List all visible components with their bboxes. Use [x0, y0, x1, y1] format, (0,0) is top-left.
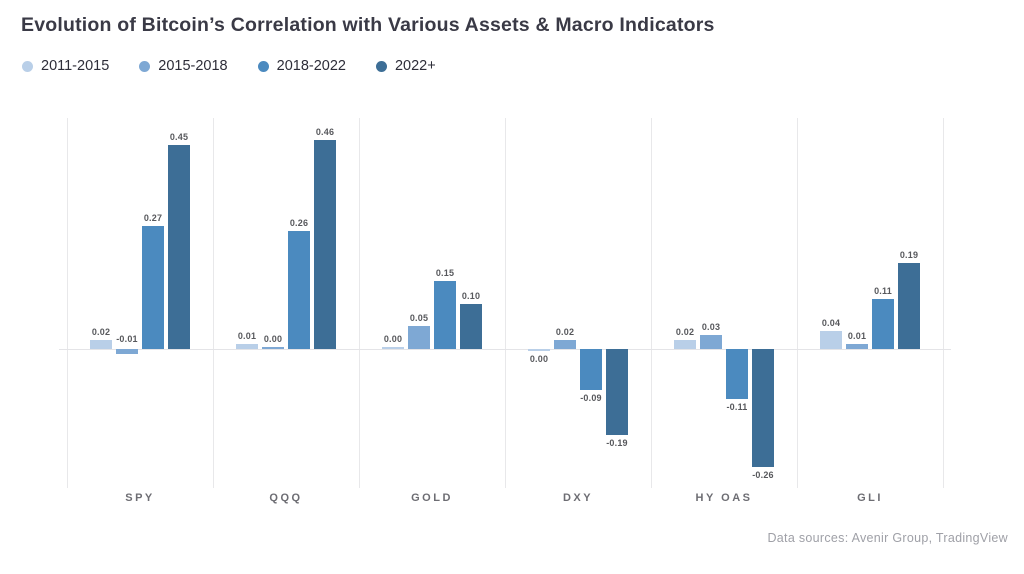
- bar-value-label: 0.03: [701, 322, 721, 333]
- bar-2022--dxy: [606, 349, 628, 436]
- bar-2015-2018-gli: [846, 344, 868, 349]
- legend-label: 2022+: [394, 58, 436, 74]
- category-label-hy-oas: HY OAS: [695, 492, 753, 504]
- vertical-gridline: [213, 118, 214, 488]
- bar-2018-2022-qqq: [288, 230, 310, 349]
- legend-label: 2015-2018: [158, 58, 228, 74]
- bar-value-label: 0.00: [263, 334, 283, 344]
- bar-2015-2018-spy: [116, 349, 138, 354]
- legend-item-2011-2015: 2011-2015: [22, 58, 109, 74]
- vertical-gridline: [943, 118, 944, 488]
- vertical-gridline: [505, 118, 506, 488]
- bar-2022--gold: [460, 303, 482, 349]
- bar-value-label: -0.11: [726, 401, 748, 412]
- category-label-gold: GOLD: [411, 492, 453, 504]
- bar-value-label: 0.45: [169, 131, 189, 142]
- bar-value-label: 0.11: [874, 286, 892, 297]
- bar-value-label: 0.00: [529, 354, 549, 364]
- category-label-spy: SPY: [125, 492, 155, 504]
- legend-swatch-icon: [257, 60, 269, 72]
- bar-2022--qqq: [314, 140, 336, 349]
- legend-item-2015-2018: 2015-2018: [139, 58, 228, 74]
- zero-axis-line: [59, 349, 951, 350]
- legend-swatch-icon: [139, 60, 151, 72]
- bar-2018-2022-hy-oas: [726, 349, 748, 399]
- bar-value-label: 0.15: [435, 267, 455, 278]
- category-label-gli: GLI: [857, 492, 883, 504]
- bar-2018-2022-dxy: [580, 349, 602, 390]
- bar-2022--hy-oas: [752, 349, 774, 468]
- bar-2018-2022-gli: [872, 299, 894, 349]
- vertical-gridline: [651, 118, 652, 488]
- legend-swatch-icon: [375, 60, 387, 72]
- legend-label: 2018-2022: [276, 58, 346, 74]
- bar-value-label: 0.19: [899, 249, 919, 260]
- bar-value-label: 0.00: [383, 334, 403, 344]
- bar-2022--spy: [168, 144, 190, 349]
- bar-2011-2015-hy-oas: [674, 339, 696, 349]
- bar-value-label: 0.05: [409, 313, 429, 324]
- bar-value-label: 0.01: [237, 331, 257, 342]
- bar-2011-2015-qqq: [236, 344, 258, 349]
- bar-value-label: -0.26: [752, 470, 774, 481]
- bar-2015-2018-hy-oas: [700, 335, 722, 349]
- vertical-gridline: [359, 118, 360, 488]
- bar-2022--gli: [898, 262, 920, 349]
- chart-legend: 2011-2015 2015-2018 2018-2022 2022+: [22, 58, 436, 74]
- bar-value-label: -0.09: [580, 392, 602, 403]
- legend-item-2018-2022: 2018-2022: [257, 58, 346, 74]
- vertical-gridline: [67, 118, 68, 488]
- legend-swatch-icon: [22, 60, 33, 72]
- bar-value-label: -0.19: [606, 438, 628, 449]
- bar-value-label: 0.10: [461, 290, 481, 301]
- chart-title: Evolution of Bitcoin’s Correlation with …: [21, 14, 715, 36]
- bar-value-label: -0.01: [116, 334, 138, 344]
- bar-2011-2015-dxy: [528, 349, 550, 351]
- category-label-qqq: QQQ: [269, 492, 303, 504]
- bar-value-label: 0.04: [821, 317, 841, 328]
- bar-value-label: 0.01: [847, 331, 867, 342]
- bar-2015-2018-qqq: [262, 347, 284, 349]
- bar-value-label: 0.46: [315, 127, 335, 138]
- bar-value-label: 0.26: [289, 217, 309, 228]
- bar-2011-2015-gli: [820, 330, 842, 349]
- bar-value-label: 0.27: [143, 213, 163, 224]
- bar-2011-2015-spy: [90, 339, 112, 349]
- bar-2015-2018-gold: [408, 326, 430, 349]
- bar-2018-2022-spy: [142, 226, 164, 349]
- bar-2018-2022-gold: [434, 280, 456, 349]
- vertical-gridline: [797, 118, 798, 488]
- category-label-dxy: DXY: [562, 492, 594, 504]
- bar-value-label: 0.02: [675, 326, 695, 337]
- legend-label: 2011-2015: [41, 58, 110, 74]
- bar-value-label: 0.02: [555, 326, 575, 337]
- data-sources-note: Data sources: Avenir Group, TradingView: [767, 531, 1008, 545]
- bar-2011-2015-gold: [382, 347, 404, 349]
- legend-item-2022-: 2022+: [375, 58, 436, 74]
- plot-area: 0.02 -0.01 0.27 0.45 SPY 0.01 0.00 0.26 0.46 QQQ 0…: [59, 118, 951, 504]
- bar-value-label: 0.02: [91, 326, 111, 337]
- bar-2015-2018-dxy: [554, 339, 576, 349]
